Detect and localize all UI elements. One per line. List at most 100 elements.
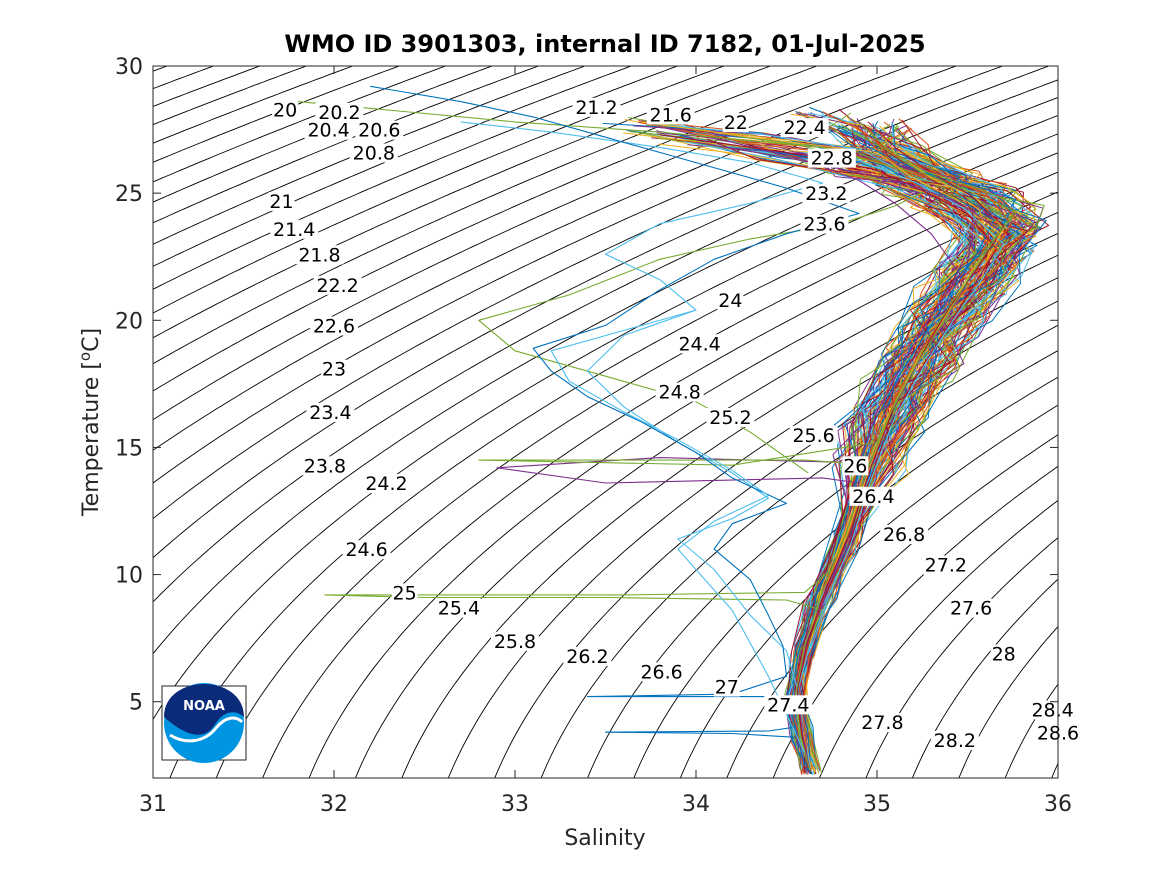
- contour-label: 28.2: [934, 730, 976, 752]
- density-contour-line: [153, 66, 586, 245]
- contour-label-background: [675, 334, 724, 354]
- y-tick-label: 5: [129, 691, 143, 716]
- contour-label: 25.2: [709, 407, 751, 429]
- x-tick-label: 33: [501, 792, 529, 817]
- contour-label: 26: [843, 455, 867, 477]
- density-contour-line: [819, 499, 1058, 778]
- y-axis-label-unit: C]: [79, 328, 104, 352]
- y-tick-label: 20: [115, 309, 143, 334]
- contour-label-background: [563, 647, 612, 666]
- contour-label: 23.2: [805, 183, 847, 205]
- density-contour-line: [153, 66, 215, 90]
- contour-label: 24.8: [659, 382, 701, 404]
- profile-line: [794, 121, 1023, 771]
- contour-label: 25.6: [792, 425, 834, 447]
- density-contour-line: [153, 96, 1058, 603]
- contour-label: 23.8: [304, 455, 346, 477]
- contour-label: 28: [992, 644, 1016, 666]
- contour-label: 26.8: [883, 524, 925, 546]
- contour-label-background: [802, 184, 851, 204]
- contour-label: 27.8: [861, 712, 903, 734]
- density-contour-line: [540, 324, 1058, 778]
- contour-label: 27: [715, 677, 739, 699]
- contour-label: 20.4: [307, 120, 349, 142]
- contour-label-background: [637, 662, 686, 682]
- profile-line: [794, 125, 1017, 770]
- density-contour-line: [153, 66, 447, 183]
- y-tick-label: 25: [115, 182, 143, 207]
- density-contour-line: [726, 434, 1058, 778]
- contour-label-background: [306, 402, 355, 422]
- y-tick-label: 30: [115, 55, 143, 80]
- contour-label: 26.6: [640, 661, 682, 683]
- profile-line: [297, 101, 932, 474]
- density-contour-line: [153, 66, 308, 126]
- contour-label-background: [310, 316, 358, 336]
- density-contour-labels: 20 20.220.4 20.620.8 21 21.2 21.4 21.6 21.8 22 22…: [268, 97, 1082, 752]
- contour-label: 26.4: [852, 486, 894, 508]
- contour-label: 20.6: [358, 120, 400, 142]
- contour-label-background: [717, 291, 744, 310]
- contour-label: 20: [273, 99, 297, 121]
- contour-label-background: [434, 598, 483, 618]
- profile-line: [801, 127, 989, 773]
- contour-label-background: [315, 102, 364, 122]
- profile-line: [785, 124, 1013, 776]
- density-contour-line: [494, 300, 1058, 778]
- contour-label: 21: [269, 191, 293, 213]
- density-contour-line: [153, 66, 494, 203]
- axis-ticks: 31 32 33 34 35 36 5 10 15 20 25 30: [115, 55, 1072, 817]
- contour-label-background: [930, 730, 979, 750]
- density-contour-line: [169, 152, 1058, 778]
- contour-label-background: [764, 695, 813, 715]
- density-contour-line: [153, 66, 679, 290]
- density-contour-line: [153, 66, 1051, 520]
- density-contour-line: [153, 66, 401, 163]
- contour-label-background: [800, 214, 849, 234]
- contour-label-background: [780, 118, 829, 138]
- density-contour-line: [865, 537, 1058, 778]
- density-contour-line: [958, 625, 1058, 778]
- contour-label-background: [391, 583, 418, 603]
- contour-label-background: [321, 359, 347, 379]
- contour-label-background: [491, 631, 539, 651]
- contour-label: 24.4: [678, 333, 720, 355]
- x-tick-label: 35: [863, 792, 891, 817]
- contour-label-background: [807, 148, 856, 168]
- contour-label: 21.6: [650, 104, 692, 126]
- contour-label-background: [362, 474, 411, 494]
- x-tick-label: 31: [139, 792, 167, 817]
- contour-label: 22.6: [313, 316, 355, 338]
- contour-label: 23: [322, 359, 346, 381]
- density-contour-line: [153, 66, 911, 421]
- contour-label-background: [849, 486, 898, 506]
- contour-label: 28.4: [1031, 699, 1073, 721]
- contour-label-background: [990, 644, 1017, 664]
- density-contour-line: [153, 66, 772, 339]
- profile-line: [550, 309, 806, 753]
- contour-label: 21.8: [298, 244, 340, 266]
- x-tick-label: 32: [320, 792, 348, 817]
- density-contour-line: [153, 66, 958, 451]
- contour-label-background: [313, 275, 362, 295]
- contour-label: 24.6: [345, 539, 387, 561]
- contour-label-background: [342, 540, 391, 560]
- profile-line: [788, 143, 1000, 767]
- contour-label: 23.6: [803, 214, 845, 236]
- density-contour-line: [153, 66, 818, 365]
- contour-label: 25.4: [438, 598, 480, 620]
- contour-label-background: [858, 713, 907, 733]
- contour-label-background: [789, 425, 838, 445]
- plot-frame: [152, 65, 1059, 779]
- contour-label-background: [947, 598, 996, 618]
- y-tick-label: 15: [115, 436, 143, 461]
- y-axis-label-text: Temperature [: [79, 361, 104, 517]
- contour-label: 26.2: [566, 646, 608, 668]
- contour-label-background: [300, 456, 349, 476]
- contour-label-background: [722, 113, 749, 132]
- density-contour-line: [153, 66, 1004, 484]
- contour-label: 22.8: [811, 148, 853, 170]
- contour-label-background: [270, 219, 319, 239]
- contour-label-background: [880, 525, 929, 544]
